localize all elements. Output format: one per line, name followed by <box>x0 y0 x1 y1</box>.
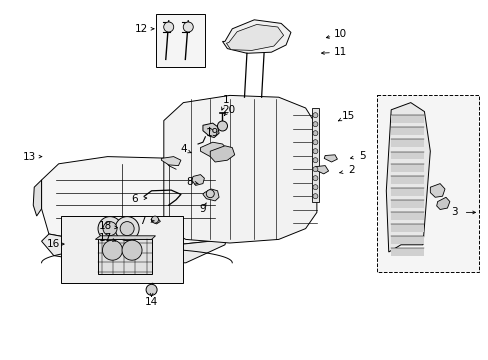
Text: 18: 18 <box>98 221 112 231</box>
Text: 10: 10 <box>334 29 346 39</box>
Text: 14: 14 <box>144 297 158 307</box>
Text: 19: 19 <box>205 128 219 138</box>
Text: 3: 3 <box>450 207 457 217</box>
Polygon shape <box>98 239 151 274</box>
Polygon shape <box>390 164 424 172</box>
Text: 5: 5 <box>359 150 366 161</box>
Polygon shape <box>390 188 424 196</box>
Polygon shape <box>390 152 424 159</box>
Circle shape <box>103 222 117 235</box>
Circle shape <box>312 122 317 127</box>
Polygon shape <box>161 157 181 166</box>
Polygon shape <box>324 155 337 162</box>
Bar <box>156 14 205 67</box>
Polygon shape <box>151 218 160 224</box>
Text: 11: 11 <box>333 47 347 57</box>
Circle shape <box>312 131 317 136</box>
Polygon shape <box>315 166 328 174</box>
Circle shape <box>312 158 317 163</box>
Polygon shape <box>390 115 424 123</box>
Circle shape <box>312 140 317 145</box>
Polygon shape <box>33 180 41 216</box>
Circle shape <box>151 216 158 223</box>
Circle shape <box>146 284 157 295</box>
Polygon shape <box>95 236 155 239</box>
Polygon shape <box>386 103 429 252</box>
Polygon shape <box>200 142 227 157</box>
Polygon shape <box>429 184 444 197</box>
Polygon shape <box>41 227 229 263</box>
Polygon shape <box>226 24 283 50</box>
Text: 6: 6 <box>131 194 138 204</box>
Circle shape <box>206 190 214 198</box>
Text: 13: 13 <box>22 152 36 162</box>
Text: 16: 16 <box>47 239 61 249</box>
Circle shape <box>217 121 227 131</box>
Text: 9: 9 <box>199 204 206 214</box>
Polygon shape <box>390 127 424 135</box>
Bar <box>376 95 478 272</box>
Polygon shape <box>222 20 290 53</box>
Polygon shape <box>163 95 316 243</box>
Text: 12: 12 <box>135 24 148 34</box>
Polygon shape <box>311 108 318 202</box>
Circle shape <box>115 217 139 240</box>
Circle shape <box>163 22 173 32</box>
Text: 2: 2 <box>347 165 354 175</box>
Bar <box>61 216 183 283</box>
Text: 4: 4 <box>180 144 186 154</box>
Polygon shape <box>390 212 424 220</box>
Text: 15: 15 <box>341 111 354 121</box>
Polygon shape <box>390 224 424 232</box>
Text: 17: 17 <box>98 233 112 243</box>
Circle shape <box>312 113 317 118</box>
Polygon shape <box>390 176 424 184</box>
Polygon shape <box>210 146 234 162</box>
Polygon shape <box>390 236 424 244</box>
Text: 8: 8 <box>186 177 193 187</box>
Circle shape <box>122 240 142 260</box>
Circle shape <box>312 185 317 190</box>
Polygon shape <box>203 189 219 201</box>
Text: 20: 20 <box>222 105 235 115</box>
Polygon shape <box>41 157 234 245</box>
Polygon shape <box>203 123 219 138</box>
Circle shape <box>312 149 317 154</box>
Circle shape <box>312 194 317 199</box>
Circle shape <box>120 222 134 235</box>
Polygon shape <box>390 139 424 147</box>
Text: 1: 1 <box>222 95 229 105</box>
Text: 7: 7 <box>139 216 146 226</box>
Circle shape <box>183 22 193 32</box>
Circle shape <box>102 240 122 260</box>
Polygon shape <box>436 197 449 210</box>
Circle shape <box>98 217 122 240</box>
Polygon shape <box>390 200 424 208</box>
Polygon shape <box>390 248 424 256</box>
Polygon shape <box>191 175 204 185</box>
Circle shape <box>312 176 317 181</box>
Circle shape <box>312 167 317 172</box>
